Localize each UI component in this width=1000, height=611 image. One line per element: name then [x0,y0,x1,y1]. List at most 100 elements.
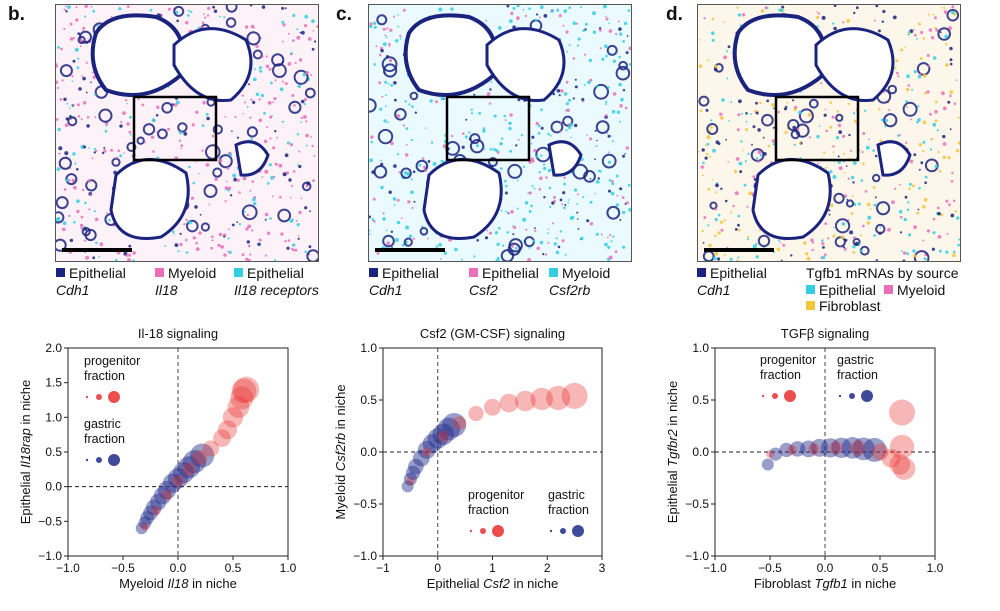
chart-il18-svg: Il-18 signaling −1.0 −0.5 0.0 0.5 1.0 −1.0 −0.5… [18,326,297,591]
tissue-spot [282,172,287,177]
tissue-spot [494,231,498,235]
tissue-spot [595,84,599,88]
tissue-spot [56,211,65,224]
legend-b-myeloid-il18: Myeloid Il18 [155,265,216,299]
tissue-spot [86,124,90,128]
tissue-spot [384,80,388,84]
tissue-spot [837,123,842,128]
tissue-spot [264,254,267,257]
tissue-spot [141,103,145,107]
tissue-spot [617,20,620,23]
tissue-spot [284,7,287,10]
tissue-spot [312,30,315,32]
size-legend-label: gastric [548,488,585,502]
tissue-spot [551,201,555,205]
tissue-spot [400,167,412,179]
tissue-spot [528,7,531,10]
tissue-spot [902,259,906,261]
tissue-spot [56,238,67,252]
tissue-spot [264,169,269,174]
legend-gene: Cdh1 [56,282,90,298]
tissue-spot [771,103,775,107]
tissue-spot [377,128,394,145]
tissue-spot [845,199,855,208]
tissue-spot [413,200,416,203]
tissue-spot [70,118,72,121]
tissue-spot [583,83,586,86]
tissue-spot [698,150,700,153]
tissue-spot [900,48,904,52]
tissue-spot [75,18,79,22]
tissue-spot [555,237,558,240]
tissue-spot [265,64,270,69]
tissue-spot [408,103,411,106]
label-word: in [18,414,33,428]
tissue-spot [69,238,74,243]
tissue-spot [701,229,704,233]
x-axis-label: Fibroblast Tgfb1 in niche [754,576,896,591]
tissue-spot [149,8,153,12]
tissue-spot [289,196,292,199]
tissue-spot [507,212,510,215]
label-word: Epithelial [427,576,480,591]
tissue-spot [620,97,624,102]
tissue-spot [610,191,615,196]
tissue-spot [618,82,622,87]
tissue-spot [860,234,862,237]
tissue-spot [225,17,237,28]
tissue-spot [702,174,704,177]
tissue-spot [64,151,69,156]
tissue-spot [556,89,561,93]
tissue-spot [599,27,602,30]
tissue-spot [81,188,85,192]
tissue-spot [538,171,541,174]
tissue-spot [514,246,518,250]
tissue-spot [199,213,202,216]
tissue-spot [860,179,864,182]
tissue-spot [69,22,73,26]
size-legend-label: fraction [760,368,801,382]
tissue-spot [740,112,743,115]
tissue-spot [88,147,90,149]
tissue-spot [386,27,389,30]
tissue-spot [898,209,903,214]
tissue-spot [407,200,411,204]
tissue-spot [187,9,190,12]
tissue-spot [62,221,67,225]
gastric-point [145,499,162,516]
tissue-spot [498,226,501,230]
tissue-spot [389,141,394,146]
tissue-spot [767,144,771,148]
tissue-spot [853,236,856,240]
tissue-spot [370,140,373,144]
tissue-spot [916,105,920,108]
legend-gene: Il18 [155,282,178,298]
tissue-spot [547,132,550,136]
tissue-spot [376,14,388,26]
tissue-spot [74,47,79,52]
tissue-spot [281,120,284,123]
tissue-spot [882,9,886,14]
tissue-spot [398,171,401,174]
tissue-spot [829,101,833,104]
tissue-spot [76,168,79,171]
tissue-spot [226,166,230,170]
tissue-spot [700,165,704,169]
size-legend-label: gastric [84,417,121,431]
tissue-spot [369,22,373,26]
tissue-spot [404,153,409,157]
tissue-spot [584,22,588,26]
tissue-spot [265,55,268,58]
tissue-spot [469,133,481,145]
tissue-spot [565,30,569,34]
tissue-spot [183,132,188,136]
x-tick-label: 0 [434,561,441,575]
tissue-spot [894,67,897,70]
legend-label: Epithelial [382,265,439,281]
tissue-spot [382,217,386,221]
tissue-spot [429,99,433,103]
tissue-spot [195,247,200,252]
tissue-spot [270,81,273,85]
tissue-spot [543,14,548,18]
tissue-spot [232,173,237,178]
